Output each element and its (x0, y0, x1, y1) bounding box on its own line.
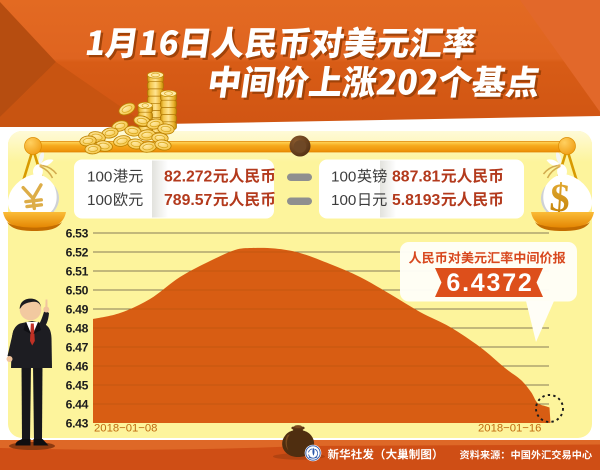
svg-text:6.52: 6.52 (66, 246, 89, 260)
svg-text:100: 100 (331, 192, 356, 209)
svg-text:6.53: 6.53 (66, 227, 89, 241)
svg-text:6.47: 6.47 (66, 341, 89, 355)
svg-text:100: 100 (331, 169, 356, 186)
svg-text:82.272: 82.272 (164, 169, 213, 186)
svg-text:6.48: 6.48 (66, 322, 89, 336)
svg-text:6.49: 6.49 (66, 303, 89, 317)
svg-text:887.81: 887.81 (392, 169, 441, 186)
svg-text:6.4372: 6.4372 (446, 269, 533, 297)
svg-text:6.46: 6.46 (66, 360, 89, 374)
svg-text:6.51: 6.51 (66, 265, 89, 279)
svg-text:6.50: 6.50 (66, 284, 89, 298)
svg-text:2018−01−16: 2018−01−16 (478, 423, 541, 435)
svg-text:5.8193: 5.8193 (392, 192, 441, 209)
svg-text:789.57: 789.57 (164, 192, 213, 209)
svg-text:6.45: 6.45 (66, 379, 89, 393)
svg-text:2018−01−08: 2018−01−08 (94, 423, 157, 435)
svg-text:$: $ (548, 174, 571, 220)
svg-text:100: 100 (87, 169, 112, 186)
svg-text:6.44: 6.44 (66, 398, 89, 412)
svg-text:100: 100 (87, 192, 112, 209)
svg-text:6.43: 6.43 (66, 417, 89, 431)
